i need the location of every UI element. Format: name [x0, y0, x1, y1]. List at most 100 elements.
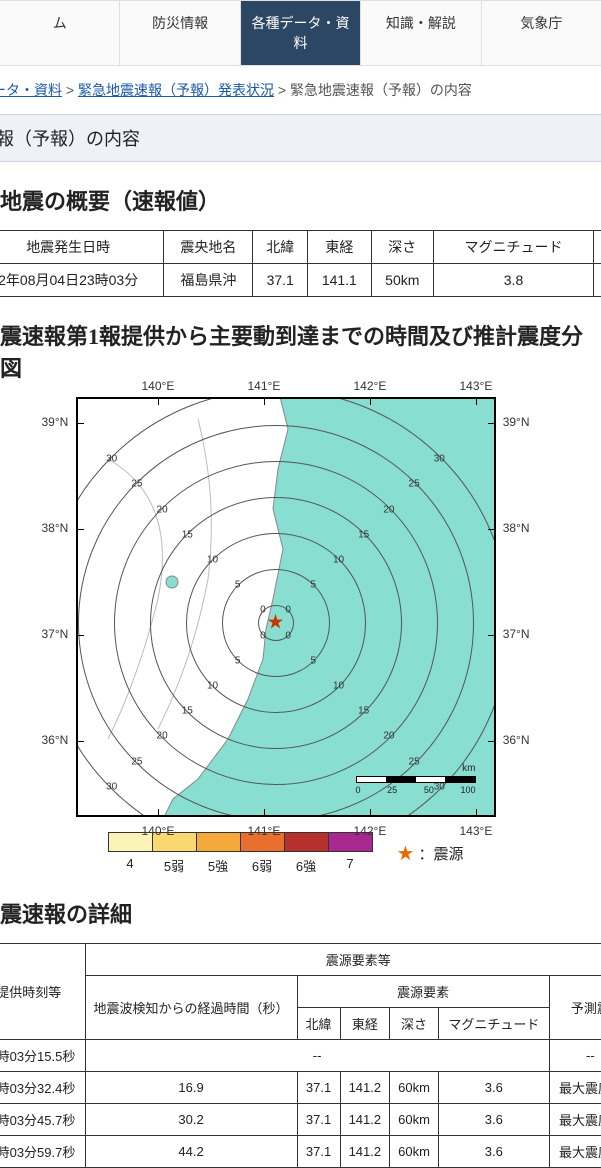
map-scalebar: km 0 25 50 100 — [356, 763, 476, 795]
details-td: 141.2 — [340, 1136, 390, 1168]
details-th-elapsed: 地震波検知からの経過時間（秒） — [85, 976, 297, 1040]
details-td: 最大震度 2 — [549, 1136, 601, 1168]
details-td: 23時03分45.7秒 — [0, 1104, 85, 1136]
overview-td — [594, 264, 601, 297]
nav-item-jma[interactable]: 気象庁 — [482, 1, 601, 65]
overview-td: 37.1 — [253, 264, 308, 297]
overview-th: 地震発生日時 — [0, 231, 164, 264]
table-row: 23時03分59.7秒44.237.1141.260km3.6最大震度 2 — [0, 1136, 601, 1168]
details-td: 60km — [390, 1072, 439, 1104]
lat-label: 38°N — [42, 521, 69, 535]
details-th-group-mid: 震源要素 — [297, 976, 549, 1008]
lon-label: 143°E — [460, 379, 493, 393]
details-th-lon: 東経 — [340, 1008, 390, 1040]
lat-label: 37°N — [42, 627, 69, 641]
intensity-box — [284, 833, 328, 851]
details-td: 60km — [390, 1104, 439, 1136]
lat-label: 37°N — [503, 627, 530, 641]
overview-td: 3.8 — [434, 264, 594, 297]
breadcrumb-sep: > — [274, 82, 290, 98]
lon-label: 140°E — [142, 824, 175, 838]
table-row: 23時03分45.7秒30.237.1141.260km3.6最大震度 2 — [0, 1104, 601, 1136]
intensity-label: 5強 — [196, 856, 240, 875]
intensity-scale: 45弱5強6弱6強7 — [108, 832, 373, 875]
details-td: 最大震度 2 — [549, 1072, 601, 1104]
breadcrumb-sep: > — [62, 82, 78, 98]
overview-th: 深さ — [371, 231, 433, 264]
details-th-lat: 北緯 — [297, 1008, 340, 1040]
epicenter-star-icon: ★ — [267, 609, 285, 634]
lon-label: 142°E — [354, 824, 387, 838]
details-table: 提供時刻等 震源要素等 地震波検知からの経過時間（秒） 震源要素 予測震 北緯 … — [0, 943, 601, 1168]
details-td: 最大震度 2 — [549, 1104, 601, 1136]
overview-heading: た地震の概要（速報値） — [0, 184, 593, 216]
lat-label: 39°N — [503, 415, 530, 429]
details-td: 23時03分59.7秒 — [0, 1136, 85, 1168]
details-td: 141.2 — [340, 1104, 390, 1136]
nav-item-bousai[interactable]: 防災情報 — [120, 1, 240, 65]
intensity-label: 6弱 — [240, 856, 284, 875]
details-td: 37.1 — [297, 1104, 340, 1136]
details-td: 60km — [390, 1136, 439, 1168]
lat-label: 38°N — [503, 521, 530, 535]
lat-label: 36°N — [42, 733, 69, 747]
details-td: 3.6 — [438, 1104, 549, 1136]
lon-label: 141°E — [248, 824, 281, 838]
details-td: 37.1 — [297, 1072, 340, 1104]
overview-td: 福島県沖 — [164, 264, 253, 297]
intensity-box — [196, 833, 240, 851]
lat-label: 39°N — [42, 415, 69, 429]
lat-label: 36°N — [503, 733, 530, 747]
map-container: 140°E 141°E 142°E 143°E 140°E 141°E 142°… — [0, 397, 593, 875]
breadcrumb-current: 緊急地震速報（予報）の内容 — [290, 82, 472, 98]
details-th-mag: マグニチュード — [438, 1008, 549, 1040]
lon-label: 143°E — [460, 824, 493, 838]
lon-label: 142°E — [354, 379, 387, 393]
page-title-bar: 速報（予報）の内容 — [0, 114, 601, 162]
details-td: -- — [549, 1040, 601, 1072]
overview-td: 141.1 — [308, 264, 371, 297]
breadcrumb-link-1[interactable]: データ・資料 — [0, 82, 62, 98]
intensity-label: 5弱 — [152, 856, 196, 875]
epicenter-legend-label: ：震源 — [418, 843, 463, 864]
details-td: 23時03分32.4秒 — [0, 1072, 85, 1104]
overview-table: 地震発生日時 震央地名 北緯 東経 深さ マグニチュード 2年08月04日23時… — [0, 230, 601, 297]
nav-item-data[interactable]: 各種データ・資料 — [241, 1, 361, 65]
overview-th — [594, 231, 601, 264]
top-nav: ム 防災情報 各種データ・資料 知識・解説 気象庁 — [0, 0, 601, 66]
nav-item-home[interactable]: ム — [0, 1, 120, 65]
overview-th: 東経 — [308, 231, 371, 264]
map-legend: 45弱5強6弱6強7 ★ ：震源 — [0, 832, 593, 875]
epicenter-legend: ★ ：震源 — [397, 841, 464, 866]
intensity-label: 6強 — [284, 856, 328, 875]
intensity-label: 4 — [108, 856, 152, 875]
overview-th: 震央地名 — [164, 231, 253, 264]
overview-th: 北緯 — [253, 231, 308, 264]
lon-label: 140°E — [142, 379, 175, 393]
star-icon: ★ — [397, 841, 415, 866]
details-td: -- — [85, 1040, 549, 1072]
details-th-depth: 深さ — [390, 1008, 439, 1040]
intensity-label: 7 — [328, 856, 372, 875]
breadcrumb-link-2[interactable]: 緊急地震速報（予報）発表状況 — [78, 82, 274, 98]
details-td: 37.1 — [297, 1136, 340, 1168]
map-heading: 地震速報第1報提供から主要動到達までの時間及び推計震度分布図 — [0, 319, 593, 383]
nav-item-knowledge[interactable]: 知識・解説 — [361, 1, 481, 65]
details-th-time: 提供時刻等 — [0, 944, 85, 1040]
overview-td: 2年08月04日23時03分 — [0, 264, 164, 297]
details-heading: 地震速報の詳細 — [0, 897, 593, 929]
details-td: 16.9 — [85, 1072, 297, 1104]
overview-td: 50km — [371, 264, 433, 297]
table-row: 23時03分32.4秒16.937.1141.260km3.6最大震度 2 — [0, 1072, 601, 1104]
lon-label: 141°E — [248, 379, 281, 393]
details-td: 23時03分15.5秒 — [0, 1040, 85, 1072]
details-th-pred: 予測震 — [549, 976, 601, 1040]
overview-th: マグニチュード — [434, 231, 594, 264]
details-td: 141.2 — [340, 1072, 390, 1104]
map-frame: 0000555510101010151515152020202025252525… — [76, 397, 496, 817]
details-td: 44.2 — [85, 1136, 297, 1168]
table-row: 23時03分15.5秒---- — [0, 1040, 601, 1072]
details-td: 3.6 — [438, 1136, 549, 1168]
details-th-group-top: 震源要素等 — [85, 944, 601, 976]
details-td: 3.6 — [438, 1072, 549, 1104]
